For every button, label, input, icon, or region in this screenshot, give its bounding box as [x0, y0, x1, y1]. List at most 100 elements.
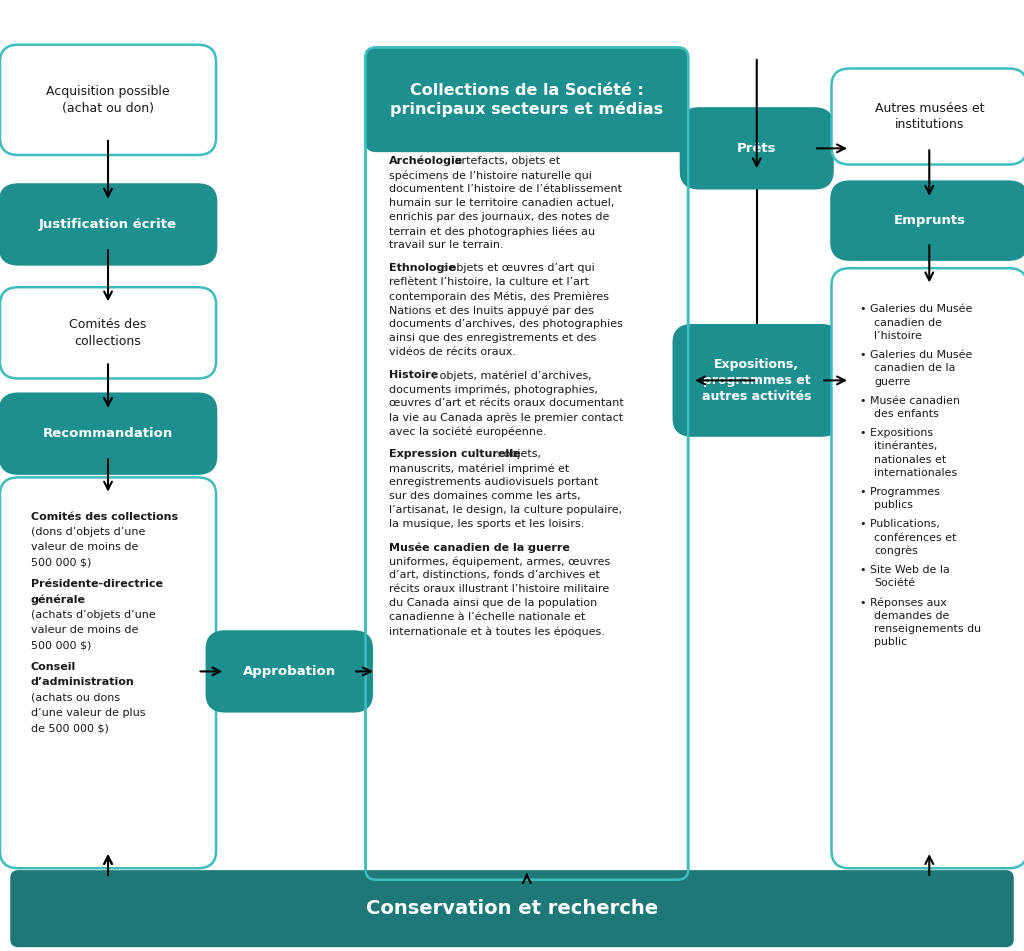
Text: enregistrements audiovisuels portant: enregistrements audiovisuels portant — [389, 477, 598, 487]
Text: conférences et: conférences et — [874, 533, 957, 543]
Text: • Publications,: • Publications, — [860, 519, 940, 530]
Text: terrain et des photographies liées au: terrain et des photographies liées au — [389, 226, 595, 237]
Text: Emprunts: Emprunts — [893, 214, 966, 227]
Text: des enfants: des enfants — [874, 409, 939, 419]
Text: œuvres d’art et récits oraux documentant: œuvres d’art et récits oraux documentant — [389, 398, 624, 408]
Text: du Canada ainsi que de la population: du Canada ainsi que de la population — [389, 598, 597, 609]
FancyBboxPatch shape — [831, 68, 1024, 165]
FancyBboxPatch shape — [366, 48, 688, 152]
Text: la vie au Canada après le premier contact: la vie au Canada après le premier contac… — [389, 413, 624, 423]
Text: • Programmes: • Programmes — [860, 487, 940, 497]
Text: générale: générale — [31, 594, 86, 605]
FancyBboxPatch shape — [0, 394, 216, 474]
FancyBboxPatch shape — [674, 325, 840, 436]
Text: Acquisition possible
(achat ou don): Acquisition possible (achat ou don) — [46, 85, 170, 115]
Text: : artefacts, objets et: : artefacts, objets et — [443, 156, 560, 166]
Text: Collections de la Société :
principaux secteurs et médias: Collections de la Société : principaux s… — [390, 83, 664, 117]
Text: documents imprimés, photographies,: documents imprimés, photographies, — [389, 384, 598, 395]
Text: (achats ou dons: (achats ou dons — [31, 692, 120, 703]
Text: canadien de: canadien de — [874, 318, 942, 328]
Text: ainsi que des enregistrements et des: ainsi que des enregistrements et des — [389, 334, 596, 343]
Text: • Galeries du Musée: • Galeries du Musée — [860, 350, 973, 360]
Text: d’art, distinctions, fonds d’archives et: d’art, distinctions, fonds d’archives et — [389, 571, 600, 580]
Text: Présidente-directrice: Présidente-directrice — [31, 579, 163, 589]
Text: Approbation: Approbation — [243, 665, 336, 678]
Text: Expression culturelle: Expression culturelle — [389, 449, 520, 459]
Text: internationales: internationales — [874, 468, 957, 478]
Text: documents d’archives, des photographies: documents d’archives, des photographies — [389, 320, 623, 329]
Text: : objets et œuvres d’art qui: : objets et œuvres d’art qui — [438, 263, 595, 273]
Text: itinérantes,: itinérantes, — [874, 441, 938, 452]
Text: spécimens de l’histoire naturelle qui: spécimens de l’histoire naturelle qui — [389, 170, 592, 181]
Text: Comités des
collections: Comités des collections — [70, 318, 146, 348]
Text: valeur de moins de: valeur de moins de — [31, 625, 138, 635]
FancyBboxPatch shape — [831, 182, 1024, 260]
Text: récits oraux illustrant l’histoire militaire: récits oraux illustrant l’histoire milit… — [389, 584, 609, 594]
Text: Comités des collections: Comités des collections — [31, 512, 178, 522]
Text: public: public — [874, 637, 907, 648]
Text: 500 000 $): 500 000 $) — [31, 558, 91, 568]
Text: contemporain des Métis, des Premières: contemporain des Métis, des Premières — [389, 291, 609, 301]
Text: publics: publics — [874, 500, 913, 511]
Text: l’histoire: l’histoire — [874, 331, 923, 341]
Text: enrichis par des journaux, des notes de: enrichis par des journaux, des notes de — [389, 212, 609, 223]
Text: l’artisanat, le design, la culture populaire,: l’artisanat, le design, la culture popul… — [389, 505, 623, 515]
Text: :: : — [523, 542, 530, 553]
Text: Recommandation: Recommandation — [43, 427, 173, 440]
FancyBboxPatch shape — [380, 100, 674, 143]
FancyBboxPatch shape — [831, 268, 1024, 868]
Text: Autres musées et
institutions: Autres musées et institutions — [874, 102, 984, 131]
Text: 500 000 $): 500 000 $) — [31, 641, 91, 650]
Text: (dons d’objets d’une: (dons d’objets d’une — [31, 527, 145, 537]
Text: Expositions,
programmes et
autres activités: Expositions, programmes et autres activi… — [702, 358, 811, 403]
Text: Histoire: Histoire — [389, 370, 438, 380]
Text: canadien de la: canadien de la — [874, 363, 955, 374]
Text: • Réponses aux: • Réponses aux — [860, 597, 947, 608]
Text: humain sur le territoire canadien actuel,: humain sur le territoire canadien actuel… — [389, 198, 614, 208]
Text: Archéologie: Archéologie — [389, 156, 464, 166]
FancyBboxPatch shape — [10, 870, 1014, 947]
Text: nationales et: nationales et — [874, 455, 947, 465]
Text: d’une valeur de plus: d’une valeur de plus — [31, 708, 145, 718]
Text: Ethnologie: Ethnologie — [389, 263, 456, 273]
Text: Nations et des Inuits appuyé par des: Nations et des Inuits appuyé par des — [389, 305, 594, 316]
Text: la musique, les sports et les loisirs.: la musique, les sports et les loisirs. — [389, 519, 585, 530]
FancyBboxPatch shape — [0, 45, 216, 155]
Text: reflètent l’histoire, la culture et l’art: reflètent l’histoire, la culture et l’ar… — [389, 277, 589, 287]
Text: canadienne à l’échelle nationale et: canadienne à l’échelle nationale et — [389, 612, 586, 623]
Text: travail sur le terrain.: travail sur le terrain. — [389, 241, 504, 250]
Text: Prêts: Prêts — [737, 142, 776, 155]
Text: demandes de: demandes de — [874, 611, 950, 621]
Text: de 500 000 $): de 500 000 $) — [31, 724, 109, 733]
Text: vidéos de récits oraux.: vidéos de récits oraux. — [389, 347, 516, 358]
Text: sur des domaines comme les arts,: sur des domaines comme les arts, — [389, 492, 581, 501]
Text: manuscrits, matériel imprimé et: manuscrits, matériel imprimé et — [389, 463, 569, 474]
Text: internationale et à toutes les époques.: internationale et à toutes les époques. — [389, 627, 605, 637]
Text: • Expositions: • Expositions — [860, 428, 933, 438]
Text: documentent l’histoire de l’établissement: documentent l’histoire de l’établissemen… — [389, 184, 623, 194]
FancyBboxPatch shape — [0, 287, 216, 378]
Text: : objets, matériel d’archives,: : objets, matériel d’archives, — [429, 370, 592, 380]
Text: (achats d’objets d’une: (achats d’objets d’une — [31, 610, 156, 620]
FancyBboxPatch shape — [681, 108, 833, 188]
Text: congrès: congrès — [874, 546, 919, 556]
Text: valeur de moins de: valeur de moins de — [31, 542, 138, 553]
Text: renseignements du: renseignements du — [874, 624, 981, 634]
FancyBboxPatch shape — [366, 48, 688, 880]
Text: • Galeries du Musée: • Galeries du Musée — [860, 304, 973, 315]
Text: avec la société européenne.: avec la société européenne. — [389, 426, 547, 437]
Text: : objets,: : objets, — [494, 449, 542, 459]
Text: Musée canadien de la guerre: Musée canadien de la guerre — [389, 542, 570, 553]
FancyBboxPatch shape — [207, 631, 372, 711]
Text: d’administration: d’administration — [31, 677, 134, 688]
Text: guerre: guerre — [874, 377, 911, 387]
Text: • Site Web de la: • Site Web de la — [860, 565, 950, 575]
FancyBboxPatch shape — [0, 184, 216, 264]
Text: Conservation et recherche: Conservation et recherche — [366, 900, 658, 918]
Text: uniformes, équipement, armes, œuvres: uniformes, équipement, armes, œuvres — [389, 556, 610, 567]
FancyBboxPatch shape — [0, 477, 216, 868]
Text: • Musée canadien: • Musée canadien — [860, 396, 961, 406]
Text: Justification écrite: Justification écrite — [39, 218, 177, 231]
Text: Société: Société — [874, 578, 915, 589]
Text: Conseil: Conseil — [31, 662, 76, 671]
